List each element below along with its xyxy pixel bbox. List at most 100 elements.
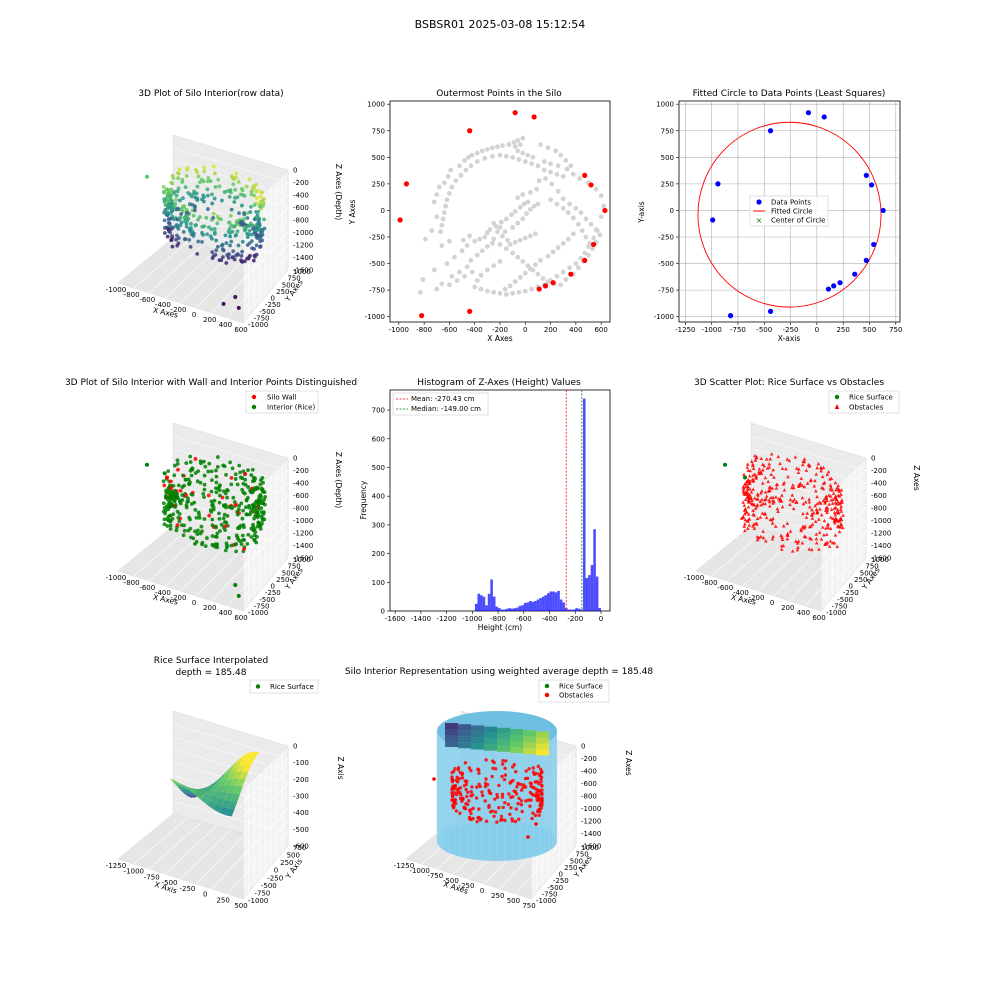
panel1-point-383 — [195, 251, 200, 256]
panel1-point-321 — [219, 258, 224, 263]
panel6-point-105 — [765, 466, 770, 470]
panel3-xtick-label-8: 750 — [889, 326, 902, 334]
panel1-point-407 — [169, 238, 174, 242]
panel6-point-276 — [785, 531, 790, 536]
panel8-ztick-label-2: -400 — [581, 768, 597, 776]
panel6-point-220 — [820, 485, 824, 490]
panel8-obstacle-171 — [487, 805, 491, 810]
panel1-grid-bz-6 — [172, 160, 289, 196]
panel5-xtick-label-7: -200 — [567, 615, 583, 623]
panel8-obstacle-93 — [512, 762, 517, 767]
panel8-obstacle-94 — [454, 801, 458, 806]
panel2-outermost-point-14 — [542, 283, 549, 289]
panel1-point-93 — [249, 239, 254, 244]
panel1-point-262 — [247, 177, 252, 182]
panel3-data-point-12 — [852, 271, 858, 277]
panel2-all-point-191 — [554, 171, 560, 177]
panel4-ytick-label-8: 1000 — [293, 556, 311, 564]
panel4-point-263 — [230, 466, 235, 471]
panel8-obstacle-208 — [467, 766, 472, 770]
panel1-point-126 — [262, 226, 267, 231]
panel2-all-point-29 — [503, 216, 509, 222]
panel5-bar-17 — [516, 607, 519, 611]
panel7-surface-cell-7-2 — [218, 791, 228, 800]
panel7-surface-cell-9-8 — [247, 755, 257, 761]
panel1-outlier-3 — [236, 305, 241, 310]
panel6-point-326 — [767, 499, 772, 504]
panel2-all-point-117 — [582, 250, 588, 256]
panel6-point-350 — [760, 511, 765, 515]
panel1-point-258 — [209, 217, 214, 222]
panel4-point-241 — [202, 495, 206, 499]
panel6-grid-fx-7 — [805, 553, 852, 607]
panel5-bar-2 — [477, 593, 481, 611]
panel6-point-27 — [758, 499, 763, 504]
panel1-point-245 — [184, 224, 189, 229]
panel2-ytick-label-6: 500 — [372, 154, 385, 162]
panel6-point-314 — [815, 501, 820, 506]
panel7-surface-cell-3-0 — [188, 788, 197, 795]
panel8-obstacle-219 — [491, 766, 495, 770]
panel5-bar-29 — [546, 593, 550, 611]
panel6-point-119 — [812, 484, 817, 488]
panel1-point-364 — [162, 199, 167, 204]
panel4-point-288 — [210, 523, 215, 528]
panel6-point-215 — [747, 523, 752, 527]
panel6-point-72 — [788, 529, 793, 533]
panel1-point-286 — [249, 205, 253, 209]
panel4-point-161 — [206, 469, 211, 474]
panel6-legend: Rice Surface Obstacles — [828, 390, 900, 414]
panel1-point-296 — [247, 223, 252, 228]
panel6-point-187 — [835, 499, 840, 504]
panel1-point-233 — [221, 248, 226, 253]
panel7-surface-cell-0-5 — [183, 792, 192, 795]
panel3-data-point-13 — [837, 280, 843, 286]
panel1-point-29 — [256, 189, 261, 194]
panel3-data-point-14 — [831, 283, 837, 289]
panel8-obstacle-200 — [475, 785, 479, 789]
panel6-point-73 — [749, 459, 754, 463]
panel6-point-183 — [839, 507, 843, 511]
panel1-point-386 — [165, 234, 170, 239]
panel8-surface-cell-4-0 — [497, 727, 510, 734]
panel4-point-413 — [223, 528, 227, 532]
panel8-outlier-0 — [432, 777, 436, 781]
panel6-point-124 — [794, 539, 798, 543]
panel4-point-386 — [162, 522, 167, 527]
panel6-point-46 — [745, 465, 750, 469]
panel1-point-64 — [240, 188, 245, 193]
panel8-surface-cell-5-1 — [510, 735, 523, 741]
panel6-point-387 — [761, 535, 766, 540]
panel8-obstacle-213 — [450, 787, 454, 792]
panel2-outermost-point-2 — [467, 128, 473, 134]
panel4-point-65 — [162, 517, 167, 522]
panel6-point-343 — [761, 468, 765, 472]
panel8-obstacle-166 — [500, 762, 505, 766]
panel6-point-179 — [831, 497, 835, 502]
panel6-xtick-label-2: -600 — [717, 584, 733, 592]
panel6-point-336 — [776, 497, 781, 501]
panel2-all-point-173 — [464, 243, 470, 248]
panel3-ytick-label-2: -500 — [658, 260, 674, 268]
panel8-obstacle-183 — [468, 817, 472, 821]
panel1-point-249 — [216, 177, 221, 182]
panel8-surface-cell-2-3 — [471, 743, 484, 750]
panel8-obstacle-71 — [464, 787, 468, 792]
panel8-obstacle-173 — [524, 799, 528, 803]
panel6-point-221 — [782, 480, 787, 485]
panel2-all-point-179 — [479, 248, 485, 254]
panel1-point-345 — [252, 217, 257, 222]
panel8-surface-cell-6-0 — [523, 730, 536, 737]
panel1-point-40 — [174, 197, 178, 202]
panel6-point-372 — [796, 539, 801, 543]
panel6-ztick-label-0: 0 — [871, 455, 875, 463]
panel4-xtick-label-8: 600 — [234, 614, 247, 622]
panel6-point-152 — [749, 490, 754, 494]
panel4-point-30 — [202, 482, 207, 487]
panel7-grid-fx-2 — [149, 821, 202, 870]
panel6-grid-fx-3 — [742, 537, 795, 587]
panel7-surface-cell-8-2 — [224, 792, 234, 801]
panel3-xtick-label-4: -250 — [783, 326, 799, 334]
panel6-point-203 — [814, 541, 819, 545]
panel4-point-96 — [217, 516, 222, 521]
